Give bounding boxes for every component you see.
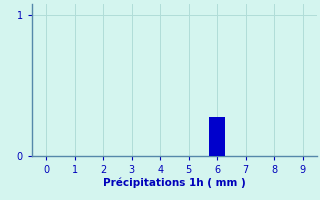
Bar: [209, 117, 225, 156]
X-axis label: Précipitations 1h ( mm ): Précipitations 1h ( mm ): [103, 178, 246, 188]
